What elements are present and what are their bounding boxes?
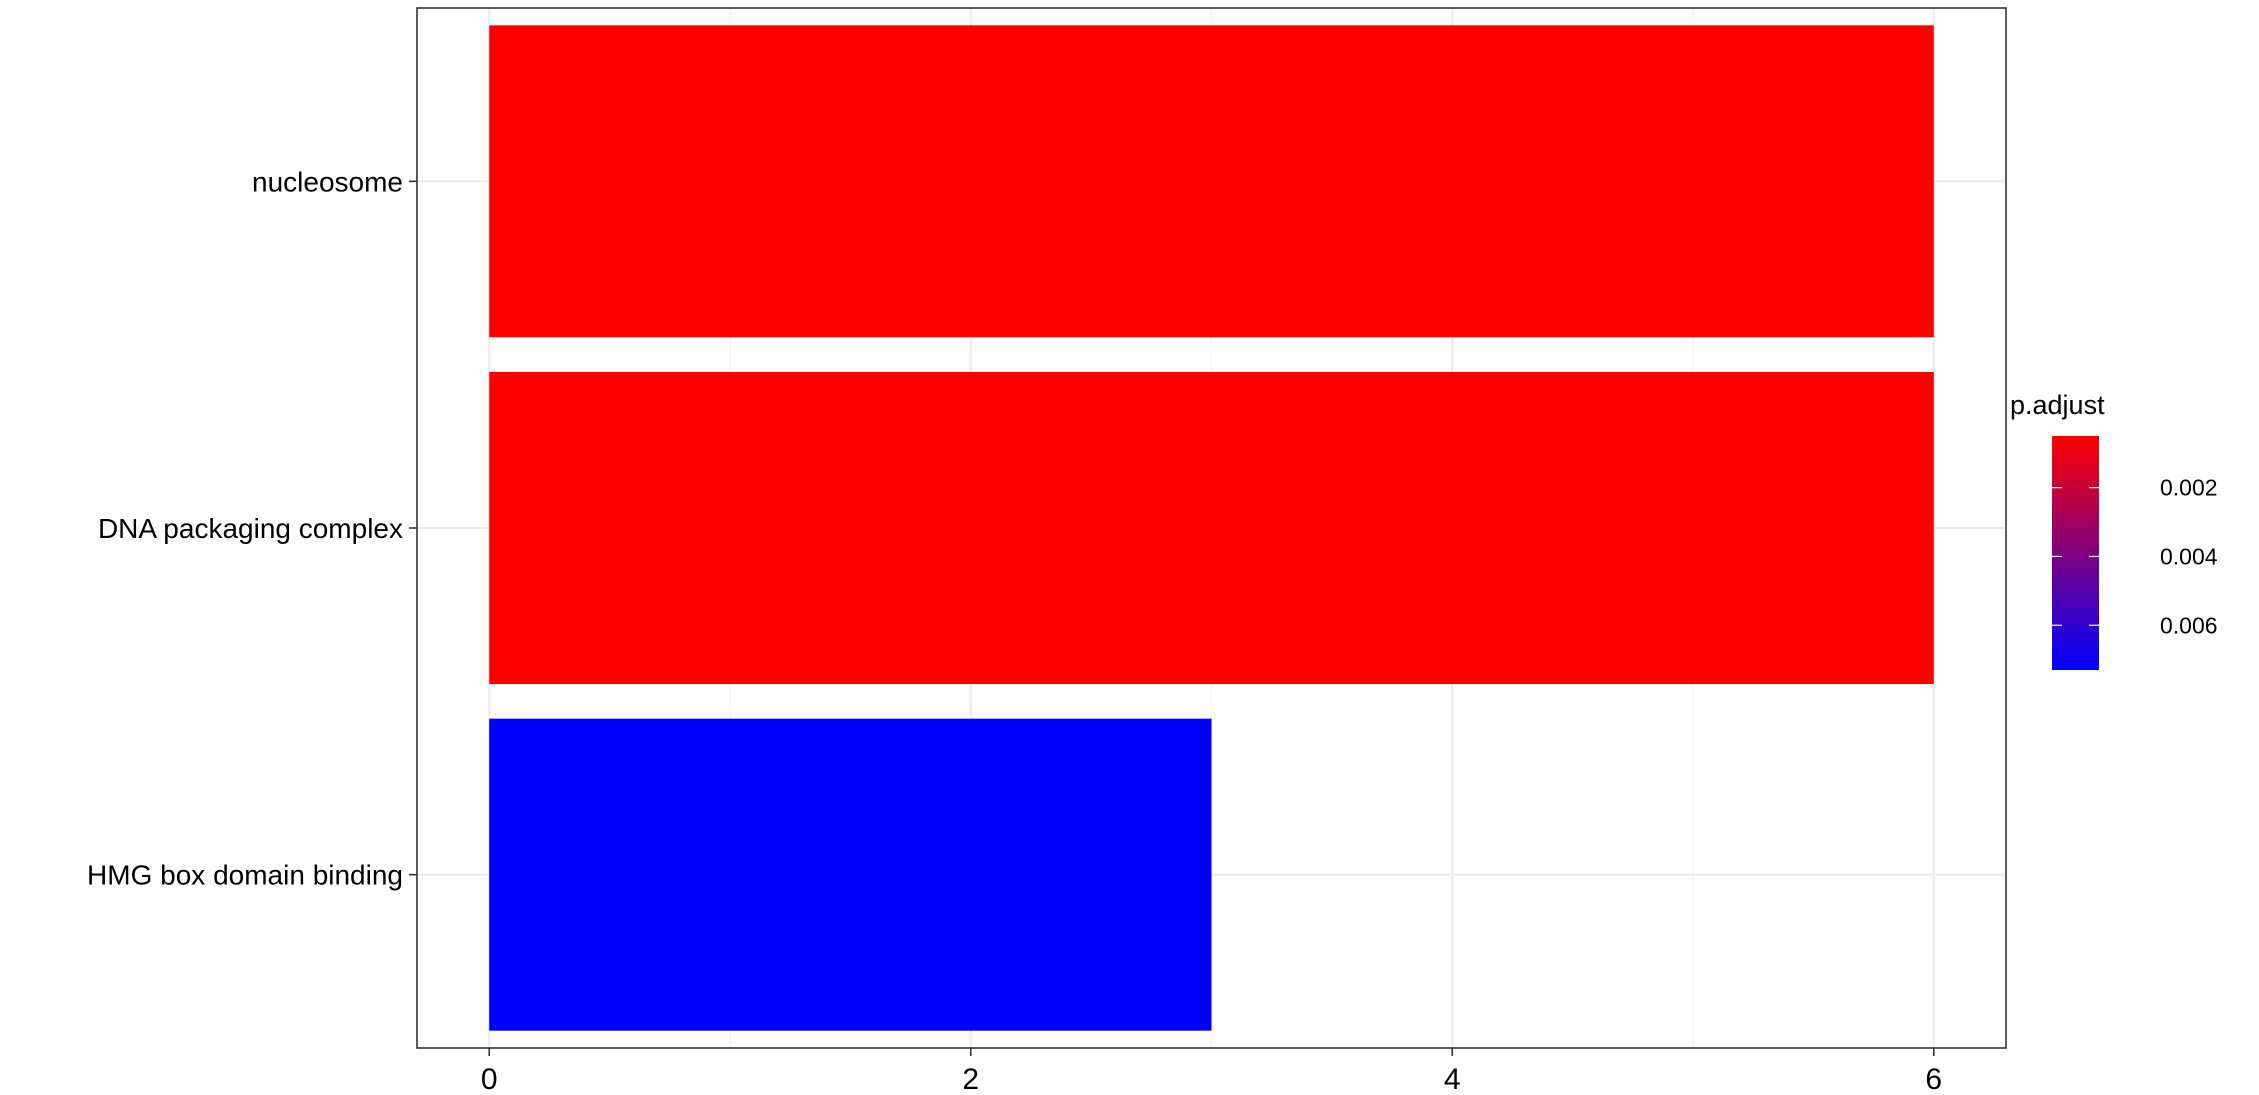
x-tick-label: 2 [962, 1063, 979, 1095]
category-label: HMG box domain binding [87, 860, 403, 891]
legend-tick-label: 0.006 [2160, 612, 2218, 638]
x-tick-label: 4 [1444, 1063, 1461, 1095]
bar [489, 372, 1934, 684]
x-axis: 0 2 4 6 [481, 1048, 1942, 1095]
bars [489, 25, 1934, 1031]
x-tick-label: 6 [1925, 1063, 1942, 1095]
legend-ticks: 0.002 0.004 0.006 [2052, 475, 2218, 638]
bar [489, 718, 1212, 1031]
legend-title: p.adjust [2010, 390, 2105, 420]
legend-tick-label: 0.004 [2160, 543, 2218, 569]
category-label: nucleosome [252, 166, 403, 197]
legend-tick-label: 0.002 [2160, 475, 2218, 501]
legend-colorbar [2052, 436, 2099, 670]
legend: p.adjust 0.002 0.004 0.006 [2010, 390, 2218, 670]
category-label: DNA packaging complex [98, 513, 403, 544]
y-axis: nucleosome DNA packaging complex HMG box d… [87, 166, 417, 891]
x-tick-label: 0 [481, 1063, 498, 1095]
bar [489, 25, 1934, 338]
